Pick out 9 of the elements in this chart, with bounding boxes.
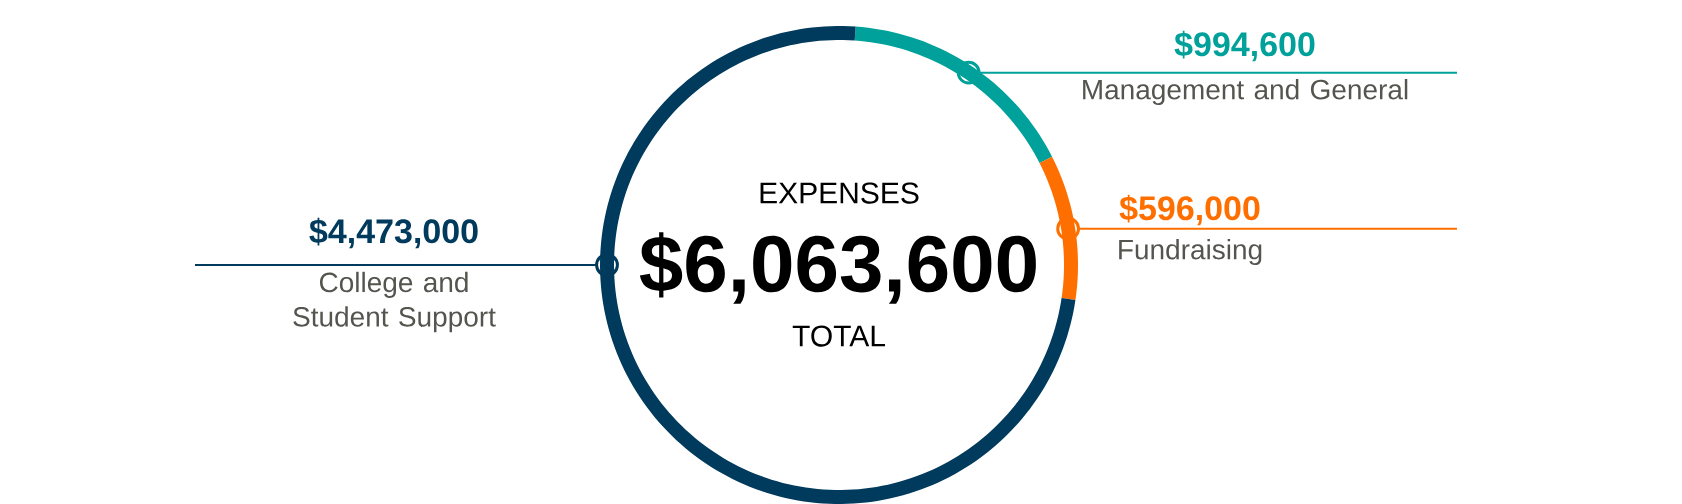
data-label: $4,473,000 xyxy=(309,217,478,249)
data-label: $596,000 xyxy=(1119,194,1260,226)
text: EXPENSES xyxy=(760,182,919,204)
slice-label: Management and General xyxy=(1083,78,1408,106)
text: $6,063,600 xyxy=(639,232,1036,304)
slice-label: College and Student Support xyxy=(293,271,496,333)
text: TOTAL xyxy=(792,325,885,347)
slice-label: Fundraising xyxy=(1119,238,1262,266)
data-label: $994,600 xyxy=(1174,30,1315,62)
